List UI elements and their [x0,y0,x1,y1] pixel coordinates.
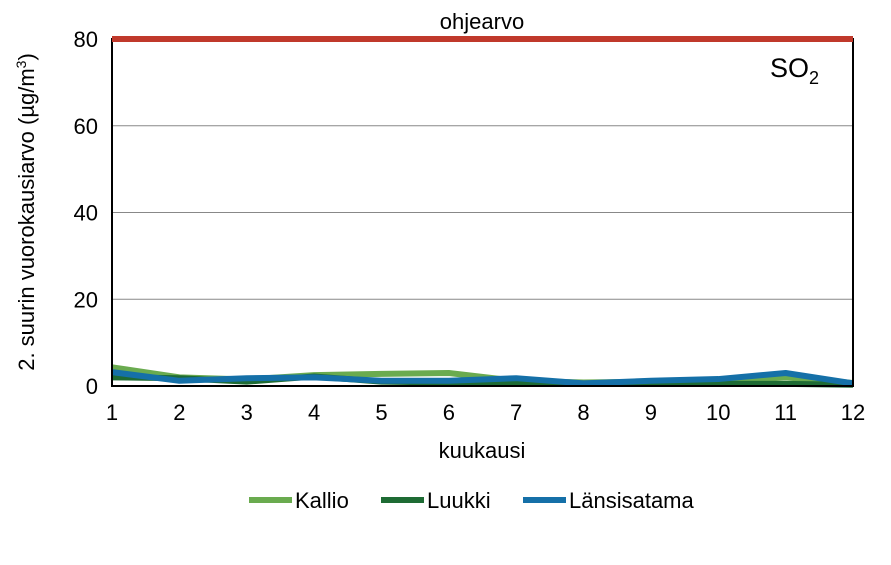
y-tick-label: 0 [86,374,98,399]
y-axis-label: 2. suurin vuorokausiarvo (µg/m3) [13,53,39,371]
x-tick-label: 10 [706,400,730,425]
pollutant-annotation: SO2 [770,53,819,88]
y-tick-label: 60 [74,114,98,139]
y-tick-labels: 0 20 40 60 80 [74,27,98,399]
y-tick-label: 40 [74,201,98,226]
legend-label: Kallio [295,488,349,513]
x-tick-label: 6 [443,400,455,425]
x-tick-label: 7 [510,400,522,425]
x-tick-label: 8 [577,400,589,425]
x-tick-label: 5 [375,400,387,425]
x-tick-label: 1 [106,400,118,425]
gridlines [112,38,853,387]
x-tick-label: 11 [774,400,797,425]
x-tick-label: 4 [308,400,320,425]
x-tick-label: 12 [841,400,865,425]
y-tick-label: 80 [74,27,98,52]
x-tick-label: 3 [241,400,253,425]
legend-label: Länsisatama [569,488,695,513]
reference-line-label: ohjearvo [440,9,524,34]
x-tick-label: 9 [645,400,657,425]
y-tick-label: 20 [74,287,98,312]
series-lines [111,364,854,388]
x-tick-label: 2 [173,400,185,425]
legend-label: Luukki [427,488,491,513]
series-line-länsisatama [111,369,854,387]
x-axis-label: kuukausi [439,438,526,463]
legend: Kallio Luukki Länsisatama [249,488,695,513]
x-tick-labels: 1 2 3 4 5 6 7 8 9 10 11 12 [106,400,865,425]
